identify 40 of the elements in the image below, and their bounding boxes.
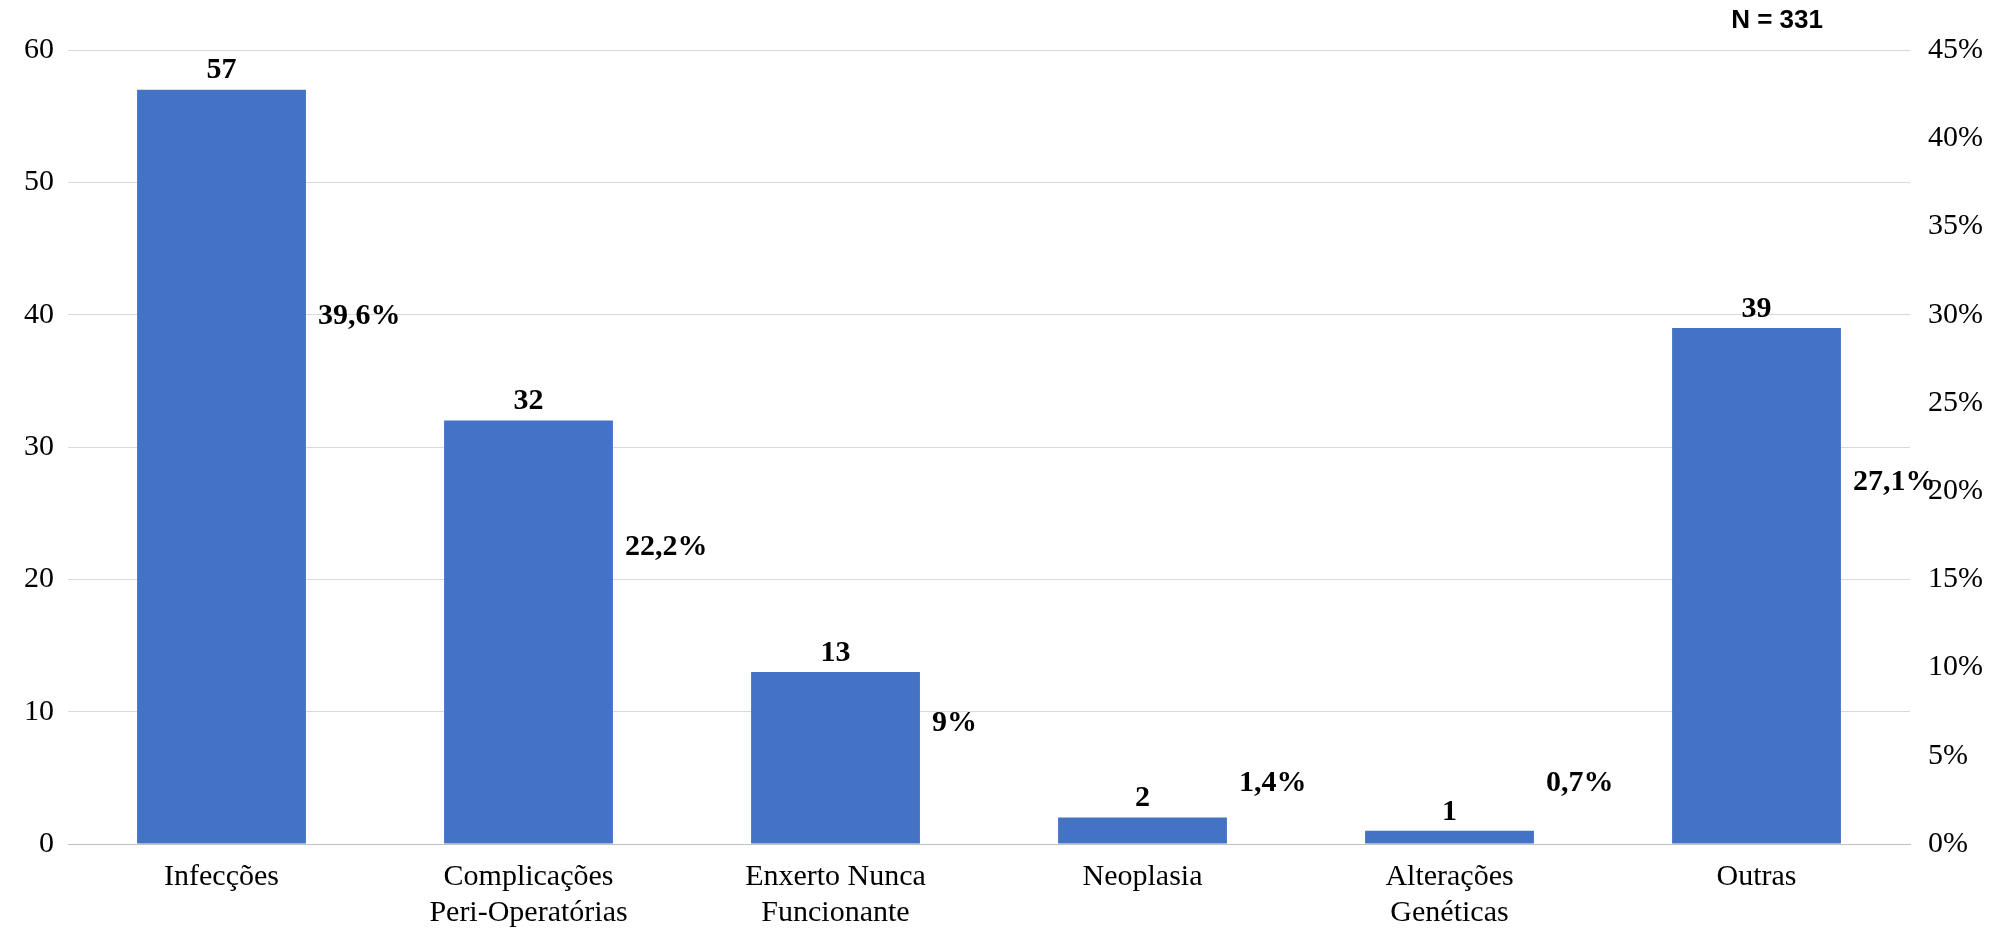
- data-label: 13: [820, 633, 851, 667]
- bar: [1365, 830, 1534, 844]
- y-tick-label: 10: [24, 692, 54, 726]
- x-tick-label: Enxerto Nunca Funcionante: [745, 857, 926, 927]
- data-label: 2: [1135, 779, 1151, 813]
- data-label: 57: [206, 51, 237, 85]
- y-tick-label: 40: [24, 295, 54, 329]
- bar: [1058, 817, 1227, 844]
- annotation: 9%: [931, 704, 977, 738]
- bar: [444, 420, 613, 844]
- x-tick-label: Infecções: [164, 857, 279, 891]
- y2-tick-label: 40%: [1928, 119, 1984, 153]
- x-tick-label: Neoplasia: [1082, 857, 1203, 891]
- x-tick-label: Outras: [1716, 857, 1797, 891]
- y2-tick-label: 15%: [1928, 560, 1984, 594]
- y2-tick-label: 45%: [1928, 30, 1984, 64]
- bar: [1672, 327, 1841, 844]
- data-label: 39: [1741, 289, 1772, 323]
- x-tick-label: Complicações Peri-Operatórias: [429, 857, 628, 927]
- x-tick-label: Alterações Genéticas: [1385, 857, 1514, 927]
- y2-tick-label: 5%: [1928, 736, 1969, 770]
- y-tick-label: 20: [24, 560, 54, 594]
- text: N = 331: [1731, 4, 1823, 35]
- annotation: 39,6%: [317, 296, 401, 330]
- bar: [137, 89, 306, 844]
- y2-tick-label: 35%: [1928, 207, 1984, 241]
- data-label: 32: [513, 382, 544, 416]
- annotation: 1,4%: [1238, 764, 1307, 798]
- annotation: 0,7%: [1545, 764, 1614, 798]
- y-tick-label: 60: [24, 30, 54, 64]
- data-label: 1: [1442, 792, 1458, 826]
- y-tick-label: 30: [24, 427, 54, 461]
- y2-tick-label: 25%: [1928, 383, 1984, 417]
- y2-tick-label: 30%: [1928, 295, 1984, 329]
- annotation: 22,2%: [624, 528, 708, 562]
- bar: [751, 671, 920, 844]
- y2-tick-label: 0%: [1928, 824, 1969, 858]
- y-tick-label: 0: [39, 824, 54, 858]
- y-tick-label: 50: [24, 163, 54, 197]
- y2-tick-label: 10%: [1928, 648, 1984, 682]
